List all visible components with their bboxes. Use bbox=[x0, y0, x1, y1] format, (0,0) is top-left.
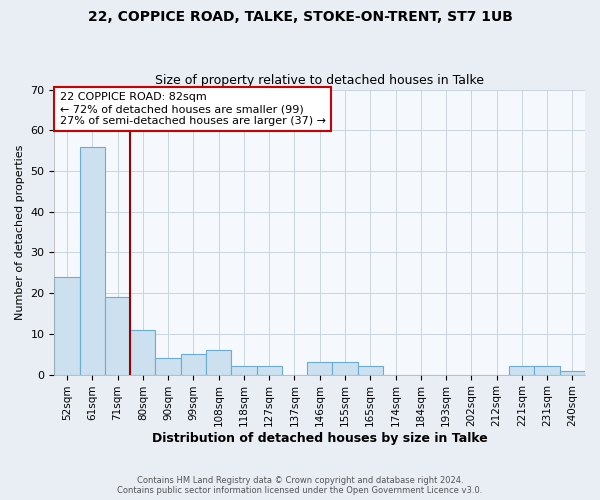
Title: Size of property relative to detached houses in Talke: Size of property relative to detached ho… bbox=[155, 74, 484, 87]
Bar bbox=[257, 366, 282, 374]
Bar bbox=[535, 366, 560, 374]
Bar bbox=[560, 370, 585, 374]
Bar bbox=[332, 362, 358, 374]
Bar bbox=[105, 297, 130, 374]
Text: 22 COPPICE ROAD: 82sqm
← 72% of detached houses are smaller (99)
27% of semi-det: 22 COPPICE ROAD: 82sqm ← 72% of detached… bbox=[60, 92, 326, 126]
Bar bbox=[231, 366, 257, 374]
Y-axis label: Number of detached properties: Number of detached properties bbox=[15, 144, 25, 320]
Bar bbox=[181, 354, 206, 374]
Text: 22, COPPICE ROAD, TALKE, STOKE-ON-TRENT, ST7 1UB: 22, COPPICE ROAD, TALKE, STOKE-ON-TRENT,… bbox=[88, 10, 512, 24]
Bar bbox=[55, 277, 80, 374]
X-axis label: Distribution of detached houses by size in Talke: Distribution of detached houses by size … bbox=[152, 432, 488, 445]
Text: Contains HM Land Registry data © Crown copyright and database right 2024.
Contai: Contains HM Land Registry data © Crown c… bbox=[118, 476, 482, 495]
Bar bbox=[206, 350, 231, 374]
Bar bbox=[130, 330, 155, 374]
Bar bbox=[307, 362, 332, 374]
Bar bbox=[509, 366, 535, 374]
Bar bbox=[358, 366, 383, 374]
Bar bbox=[80, 146, 105, 374]
Bar bbox=[155, 358, 181, 374]
